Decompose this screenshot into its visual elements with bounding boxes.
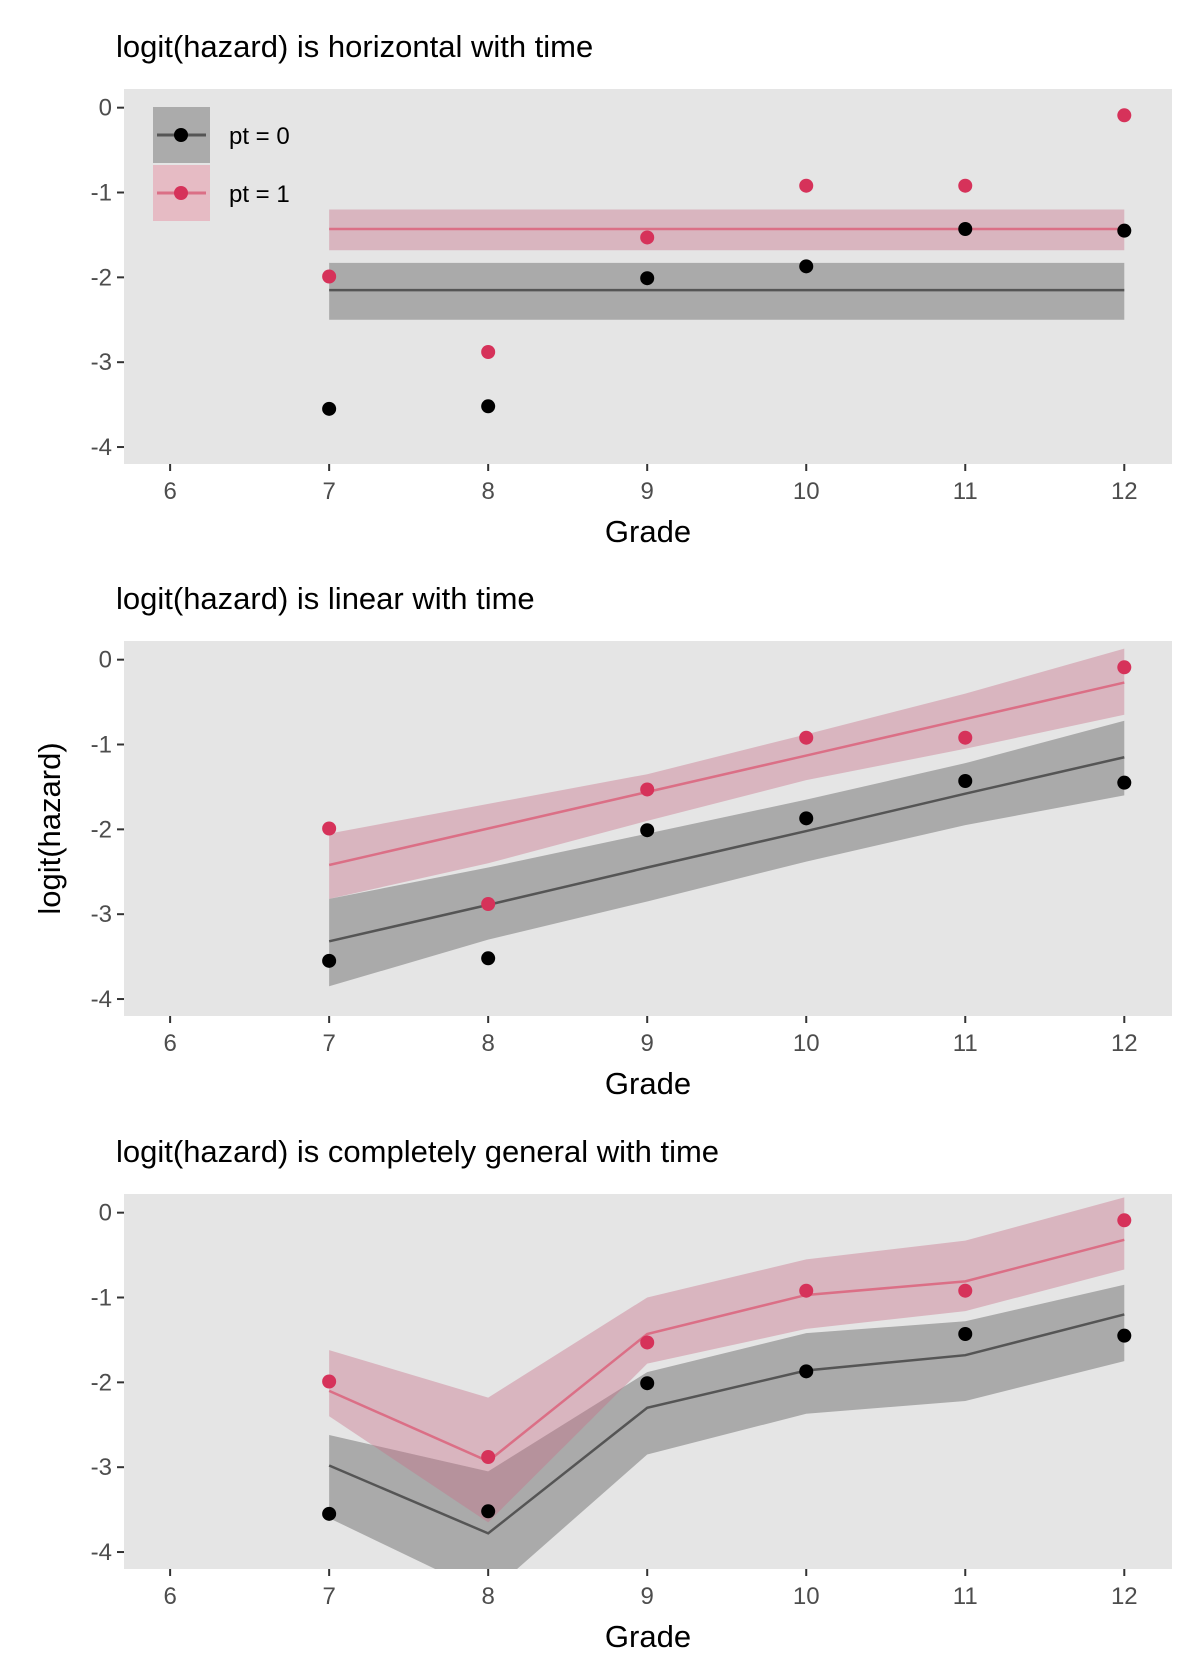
data-point <box>958 221 973 236</box>
data-point <box>1117 775 1132 790</box>
data-point <box>322 1506 337 1521</box>
panel-title: logit(hazard) is horizontal with time <box>116 29 593 64</box>
data-point <box>481 399 496 414</box>
fit-line-0 <box>328 756 1125 943</box>
data-point <box>640 823 655 838</box>
x-axis-label: Grade <box>605 1619 691 1654</box>
data-point <box>481 897 496 912</box>
y-tick-label: -2 <box>91 1369 112 1396</box>
data-point <box>958 178 973 193</box>
data-point <box>322 1374 337 1389</box>
x-tick-label: 12 <box>1111 1030 1138 1057</box>
legend-label: pt = 0 <box>229 123 290 150</box>
data-point <box>958 730 973 745</box>
x-tick-label: 12 <box>1111 478 1138 505</box>
data-point <box>481 345 496 360</box>
data-point <box>799 1364 814 1379</box>
data-point <box>640 782 655 797</box>
data-point <box>640 1335 655 1350</box>
fit-line-1 <box>328 681 1125 867</box>
x-tick-label: 10 <box>793 1030 820 1057</box>
legend-label: pt = 1 <box>229 181 290 208</box>
x-tick-label: 11 <box>953 1583 978 1610</box>
panel-2: logit(hazard) is linear with time 0 -1 -2 -3… <box>32 581 1172 1101</box>
panel-3: logit(hazard) is completely general with… <box>91 1134 1172 1654</box>
plot-area <box>322 648 1132 987</box>
x-tick-label: 6 <box>163 1030 176 1057</box>
y-tick-label: 0 <box>99 1200 112 1227</box>
data-point <box>322 401 337 416</box>
legend-point <box>174 128 188 142</box>
confidence-ribbon-0 <box>329 1284 1125 1569</box>
data-point <box>799 730 814 745</box>
y-tick-label: -4 <box>91 986 112 1013</box>
data-point <box>799 178 814 193</box>
x-tick-label: 10 <box>793 1583 820 1610</box>
data-point <box>799 811 814 826</box>
data-point <box>322 821 337 836</box>
data-point <box>481 951 496 966</box>
x-tick-label: 9 <box>641 1030 654 1057</box>
plot-area <box>322 108 1132 416</box>
y-tick-label: -4 <box>91 1539 112 1566</box>
x-tick-label: 8 <box>481 1030 494 1057</box>
x-axis-label: Grade <box>605 514 691 549</box>
data-point <box>1117 1213 1132 1228</box>
panel-title: logit(hazard) is completely general with… <box>116 1134 719 1169</box>
legend: pt = 0 pt = 1 <box>153 107 290 221</box>
data-point <box>322 269 337 284</box>
y-tick-label: 0 <box>99 647 112 674</box>
data-point <box>1117 660 1132 675</box>
confidence-ribbon-1 <box>329 1197 1125 1523</box>
data-point <box>640 271 655 286</box>
data-point <box>481 1450 496 1465</box>
x-tick-label: 7 <box>322 1030 335 1057</box>
data-point <box>322 953 337 968</box>
plot-area <box>322 1197 1132 1569</box>
data-point <box>481 1504 496 1519</box>
data-point <box>958 1283 973 1298</box>
data-point <box>640 1376 655 1391</box>
x-tick-label: 11 <box>953 1030 978 1057</box>
y-tick-label: -1 <box>91 180 112 207</box>
y-tick-label: -3 <box>91 349 112 376</box>
x-tick-label: 8 <box>481 1583 494 1610</box>
data-point <box>799 1283 814 1298</box>
y-tick-label: -1 <box>91 1285 112 1312</box>
fit-line-1 <box>328 1238 1125 1463</box>
y-tick-label: -3 <box>91 901 112 928</box>
legend-point <box>174 186 188 200</box>
x-tick-label: 12 <box>1111 1583 1138 1610</box>
y-tick-label: -2 <box>91 264 112 291</box>
y-tick-label: -2 <box>91 816 112 843</box>
x-tick-label: 7 <box>322 478 335 505</box>
y-tick-label: -3 <box>91 1454 112 1481</box>
data-point <box>1117 1328 1132 1343</box>
y-tick-label: 0 <box>99 95 112 122</box>
x-tick-label: 11 <box>953 478 978 505</box>
y-tick-label: -1 <box>91 732 112 759</box>
x-tick-label: 8 <box>481 478 494 505</box>
x-tick-label: 6 <box>163 478 176 505</box>
data-point <box>958 773 973 788</box>
data-point <box>799 259 814 274</box>
data-point <box>640 230 655 245</box>
x-tick-label: 9 <box>641 1583 654 1610</box>
data-point <box>1117 108 1132 123</box>
panel-title: logit(hazard) is linear with time <box>116 581 535 616</box>
x-tick-label: 7 <box>322 1583 335 1610</box>
x-axis-label: Grade <box>605 1066 691 1101</box>
x-tick-label: 9 <box>641 478 654 505</box>
fit-line-0 <box>328 1313 1125 1535</box>
panel-1: logit(hazard) is horizontal with time 0 -1… <box>91 29 1172 549</box>
y-axis-label: logit(hazard) <box>32 742 67 914</box>
confidence-ribbon-0 <box>329 720 1125 987</box>
x-tick-label: 6 <box>163 1583 176 1610</box>
data-point <box>1117 223 1132 238</box>
confidence-ribbon-0 <box>329 262 1125 320</box>
data-point <box>958 1326 973 1341</box>
x-tick-label: 10 <box>793 478 820 505</box>
y-tick-label: -4 <box>91 434 112 461</box>
